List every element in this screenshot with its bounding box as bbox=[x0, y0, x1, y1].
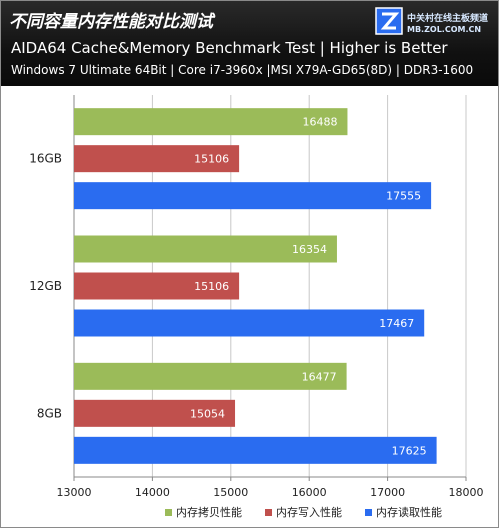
logo-url: MB.ZOL.COM.CN bbox=[407, 25, 482, 34]
data-label: 15106 bbox=[194, 280, 229, 293]
category-label: 12GB bbox=[29, 279, 62, 293]
category-label: 8GB bbox=[37, 406, 62, 420]
logo-name: 中关村在线主板频道 bbox=[407, 14, 489, 24]
bar-read bbox=[74, 182, 432, 210]
legend-swatch bbox=[265, 508, 272, 516]
data-label: 17555 bbox=[386, 190, 421, 203]
bar-copy bbox=[74, 235, 337, 263]
legend-item-copy: 内存拷贝性能 bbox=[165, 504, 242, 520]
x-tick-label: 14000 bbox=[135, 486, 170, 499]
chart-legend: 内存拷贝性能 内存写入性能 内存读取性能 bbox=[0, 504, 499, 520]
data-label: 15106 bbox=[194, 153, 229, 166]
x-tick-label: 15000 bbox=[213, 486, 248, 499]
bar-read bbox=[74, 309, 425, 337]
bar-write bbox=[74, 272, 240, 300]
test-specs: Windows 7 Ultimate 64Bit | Core i7-3960x… bbox=[11, 63, 474, 77]
legend-swatch bbox=[365, 508, 372, 516]
category-label: 16GB bbox=[29, 152, 62, 166]
chart-title: 不同容量内存性能对比测试 bbox=[9, 12, 213, 32]
legend-item-read: 内存读取性能 bbox=[365, 504, 442, 520]
bar-write bbox=[74, 399, 236, 427]
data-label: 16477 bbox=[302, 370, 337, 383]
bar-copy bbox=[74, 108, 348, 136]
bar-read bbox=[74, 436, 437, 464]
x-tick-label: 17000 bbox=[370, 486, 405, 499]
legend-item-write: 内存写入性能 bbox=[265, 504, 342, 520]
bar-chart: 13000 14000 15000 16000 17000 18000 16488 15106… bbox=[29, 95, 484, 499]
legend-label: 内存写入性能 bbox=[276, 506, 342, 519]
zol-logo: 中关村在线主板频道 MB.ZOL.COM.CN bbox=[375, 7, 495, 37]
x-tick-label: 13000 bbox=[57, 486, 92, 499]
bar-write bbox=[74, 145, 240, 173]
legend-label: 内存读取性能 bbox=[376, 506, 442, 519]
bar-copy bbox=[74, 362, 347, 390]
chart-subtitle: AIDA64 Cache&Memory Benchmark Test | Hig… bbox=[11, 39, 448, 57]
data-label: 16354 bbox=[292, 243, 327, 256]
chart-header: 不同容量内存性能对比测试 AIDA64 Cache&Memory Benchma… bbox=[1, 1, 498, 86]
data-label: 15054 bbox=[190, 407, 225, 420]
data-label: 17467 bbox=[379, 317, 414, 330]
data-label: 16488 bbox=[302, 116, 337, 129]
x-tick-label: 16000 bbox=[292, 486, 327, 499]
legend-label: 内存拷贝性能 bbox=[176, 506, 242, 519]
legend-swatch bbox=[165, 508, 172, 516]
zol-logo-icon bbox=[375, 7, 403, 35]
x-tick-label: 18000 bbox=[449, 486, 484, 499]
data-label: 17625 bbox=[392, 444, 427, 457]
